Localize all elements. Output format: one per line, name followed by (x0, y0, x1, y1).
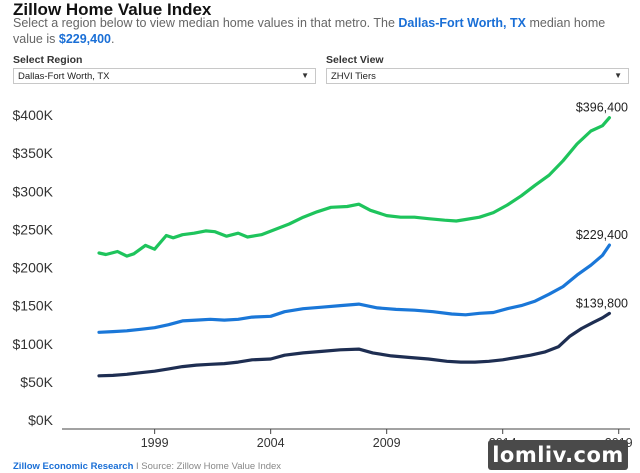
y-tick-label: $300K (13, 183, 54, 199)
series-end-label: $396,400 (576, 101, 628, 115)
y-tick-label: $0K (28, 412, 54, 428)
region-select[interactable]: Dallas-Fort Worth, TX ▼ (13, 68, 316, 84)
series-line-2 (97, 243, 611, 334)
zhvi-line-chart: $0K $50K $100K $150K $200K $250K $300K $350K $40… (13, 101, 633, 450)
region-select-value: Dallas-Fort Worth, TX (18, 71, 110, 82)
subtitle-end: . (111, 32, 115, 46)
subtitle-mid: median home value is (13, 16, 606, 46)
y-tick-label: $200K (13, 260, 54, 276)
x-tick-label: 2004 (257, 436, 285, 450)
chevron-down-icon: ▼ (301, 71, 309, 80)
footer-separator: I (136, 461, 139, 472)
chart-title: Zillow Home Value Index (13, 0, 212, 19)
series-end-label: $139,800 (576, 296, 628, 310)
chart-subtitle: Select a region below to view median hom… (13, 15, 633, 47)
view-select-label: Select View (326, 54, 384, 66)
footer-source: Source: Zillow Home Value Index (141, 461, 282, 472)
y-tick-label: $150K (13, 298, 54, 314)
y-tick-label: $50K (20, 374, 53, 390)
y-tick-label: $350K (13, 145, 54, 161)
x-tick-label: 1999 (141, 436, 169, 450)
subtitle-prefix: Select a region below to view median hom… (13, 16, 395, 30)
chart-footer: Zillow Economic Research I Source: Zillo… (13, 461, 281, 472)
series-line-1 (97, 116, 611, 258)
footer-brand[interactable]: Zillow Economic Research (13, 461, 134, 472)
y-tick-label: $100K (13, 336, 54, 352)
watermark-logo: lomliv.com (488, 440, 628, 470)
region-select-label: Select Region (13, 54, 83, 66)
series-end-label: $229,400 (576, 228, 628, 242)
y-tick-label: $250K (13, 221, 54, 237)
view-select-value: ZHVI Tiers (331, 71, 376, 82)
series-line-3 (97, 311, 611, 378)
view-select[interactable]: ZHVI Tiers ▼ (326, 68, 629, 84)
subtitle-value: $229,400 (58, 32, 112, 46)
subtitle-metro: Dallas-Fort Worth, TX (398, 16, 526, 30)
chevron-down-icon: ▼ (614, 71, 622, 80)
x-tick-label: 2009 (373, 436, 401, 450)
y-tick-label: $400K (13, 107, 54, 123)
